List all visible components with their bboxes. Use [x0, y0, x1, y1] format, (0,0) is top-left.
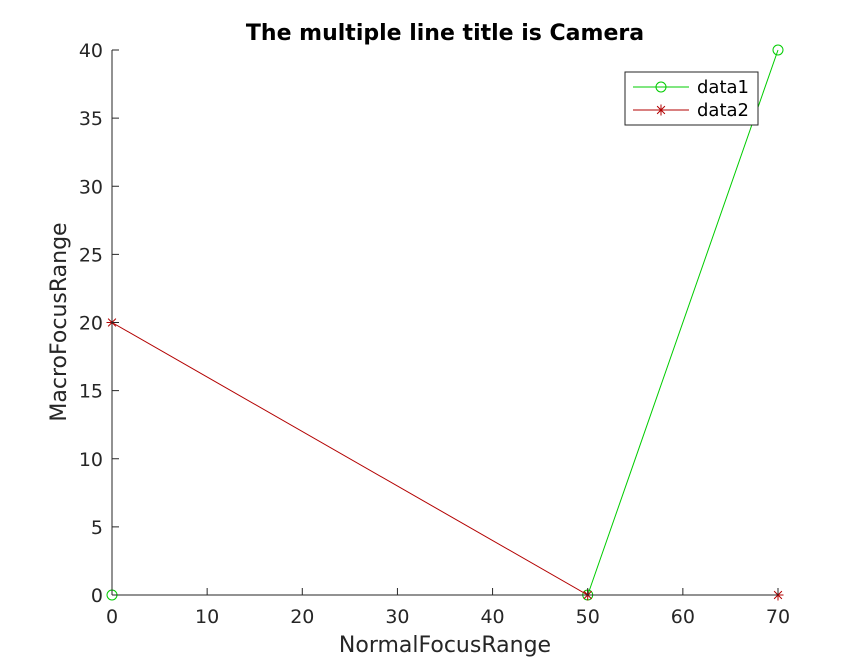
legend-label-data2: data2 — [697, 100, 749, 121]
x-tick-label: 50 — [576, 606, 600, 628]
x-axis-label: NormalFocusRange — [339, 633, 551, 658]
series-line-data2 — [111, 322, 778, 596]
y-tick-label: 0 — [91, 585, 103, 607]
chart-title: The multiple line title is Camera — [246, 21, 644, 46]
y-tick-label: 40 — [79, 40, 103, 62]
y-axis-label: MacroFocusRange — [47, 222, 72, 421]
legend-marker-data2 — [655, 104, 667, 116]
legend-box — [624, 71, 759, 126]
x-tick-label: 0 — [106, 606, 118, 628]
legend-label-data1: data1 — [697, 77, 749, 98]
x-tick-label: 10 — [195, 606, 219, 628]
y-tick-label: 25 — [79, 244, 103, 266]
marker-stroke — [656, 105, 666, 115]
legend-marker-data1 — [655, 81, 667, 93]
x-tick-label: 20 — [290, 606, 314, 628]
data-point-data1 — [772, 44, 784, 56]
y-tick-label: 10 — [79, 449, 103, 471]
y-tick-label: 5 — [91, 517, 103, 539]
x-tick-label: 70 — [766, 606, 790, 628]
y-tick-label: 30 — [79, 176, 103, 198]
y-tick-label: 35 — [79, 108, 103, 130]
plot-area — [106, 44, 784, 601]
x-tick-label: 30 — [385, 606, 409, 628]
x-tick-label: 60 — [671, 606, 695, 628]
x-tick-label: 40 — [480, 606, 504, 628]
y-tick-label: 15 — [79, 381, 103, 403]
axes: 0 10 20 30 40 50 60 70 0 5 10 15 20 25 30 35 40 — [79, 40, 790, 628]
y-tick-label: 20 — [79, 313, 103, 335]
